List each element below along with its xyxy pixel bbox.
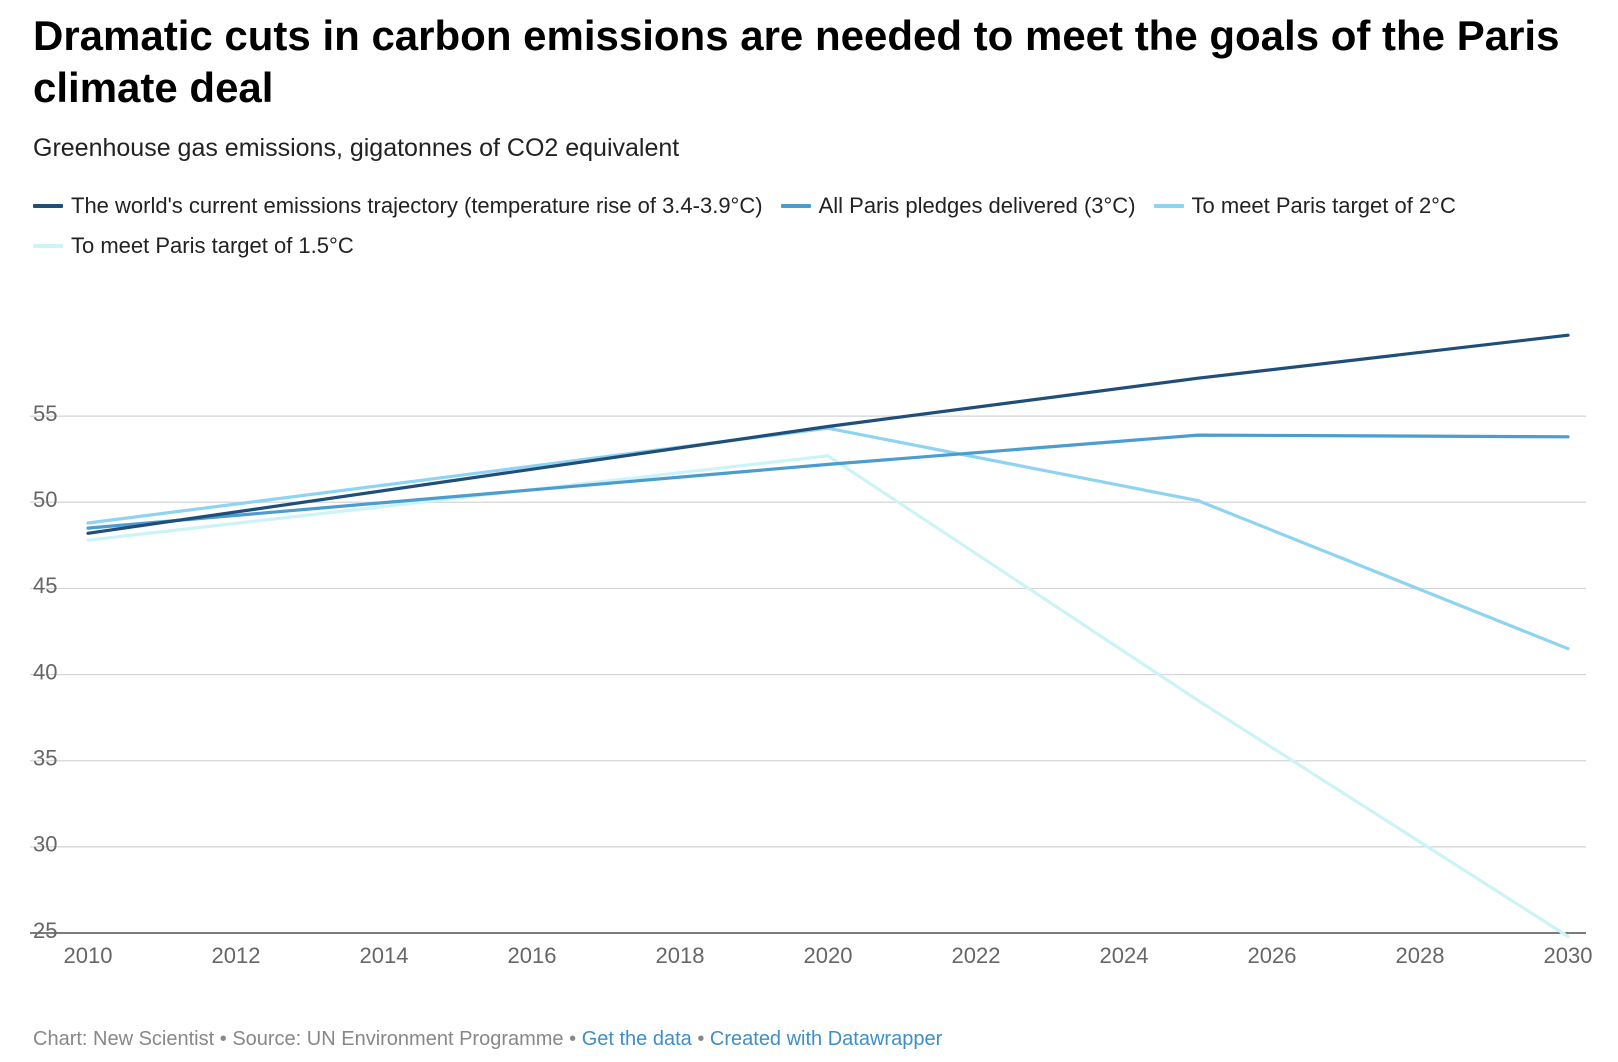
y-tick-label: 35 [33,746,57,771]
x-tick-label: 2014 [360,943,409,968]
x-tick-label: 2016 [508,943,557,968]
x-tick-label: 2018 [656,943,705,968]
chart-title: Dramatic cuts in carbon emissions are ne… [33,12,1560,111]
datawrapper-link[interactable]: Created with Datawrapper [709,1028,943,1050]
y-tick-label: 25 [33,918,57,943]
series-line [86,333,1570,535]
y-tick-label: 50 [33,487,57,512]
x-tick-label: 2010 [64,943,113,968]
y-tick-label: 45 [33,573,57,598]
x-tick-label: 2028 [1396,943,1445,968]
legend-swatch [33,204,63,208]
x-axis-labels: 2010 2012 2014 2016 2018 2020 2022 2024 2026 2028… [64,943,1593,968]
legend-item: To meet Paris target of 2°C [1153,193,1456,219]
x-tick-label: 2024 [1100,943,1149,968]
legend-item: All Paris pledges delivered (3°C) [780,193,1136,219]
legend-label: The world's current emissions trajectory… [71,193,763,218]
series-lines [86,333,1570,939]
source-credit: Source: UN Environment Programme [232,1028,564,1050]
footer-separator: • [569,1028,577,1050]
chart-subtitle: Greenhouse gas emissions, gigatonnes of … [33,134,680,162]
series-line [86,454,1570,939]
legend-label: To meet Paris target of 1.5°C [71,233,354,258]
x-tick-label: 2020 [804,943,853,968]
series-line [86,433,1570,530]
series-line [86,426,1570,651]
legend-swatch [33,244,63,248]
legend-swatch [780,204,811,208]
footer-separator: • [697,1028,705,1050]
y-tick-label: 55 [33,401,57,426]
y-tick-label: 40 [33,659,57,684]
legend-label: All Paris pledges delivered (3°C) [818,193,1136,218]
chart-credit: Chart: New Scientist [33,1028,215,1050]
x-tick-label: 2030 [1544,943,1593,968]
y-tick-label: 30 [33,832,57,857]
legend-item: The world's current emissions trajectory… [33,193,763,219]
chart-legend: The world's current emissions trajectory… [33,193,1603,259]
grid-lines [30,415,1586,934]
footer-separator: • [219,1028,227,1050]
legend-label: To meet Paris target of 2°C [1191,193,1456,218]
get-the-data-link[interactable]: Get the data [581,1028,692,1050]
x-tick-label: 2022 [952,943,1001,968]
y-axis-labels: 25 30 35 40 45 50 55 [33,401,57,943]
x-tick-label: 2026 [1248,943,1297,968]
legend-swatch [1153,204,1184,208]
x-tick-label: 2012 [212,943,261,968]
legend-item: To meet Paris target of 1.5°C [33,233,354,259]
chart-footer: Chart: New Scientist • Source: UN Enviro… [33,1028,942,1051]
